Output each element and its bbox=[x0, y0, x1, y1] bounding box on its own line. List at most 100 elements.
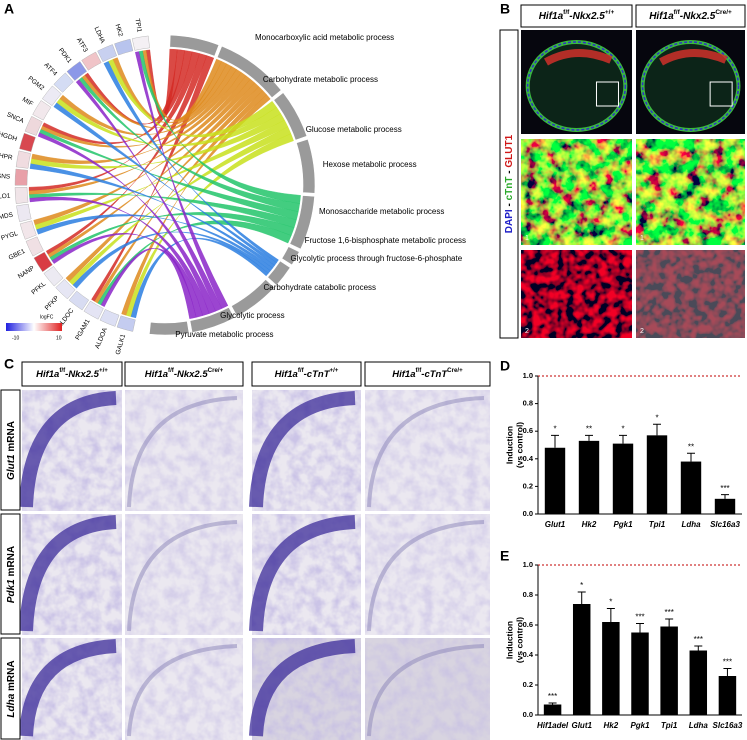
gene-label: TPI1 bbox=[133, 18, 142, 33]
gene-label: GBE1 bbox=[8, 248, 27, 262]
gene-label: ASNS bbox=[0, 173, 11, 181]
tissue-edge bbox=[19, 391, 117, 508]
ribbon bbox=[34, 119, 289, 230]
significance: *** bbox=[635, 613, 644, 622]
gene-arc bbox=[131, 35, 150, 51]
genotype-part: -Nkx2.5 bbox=[65, 369, 100, 380]
ribbon bbox=[29, 163, 275, 269]
gene-arc bbox=[68, 290, 90, 311]
genotype-header: Hif1af/f-Nkx2.5+/+ bbox=[539, 9, 615, 21]
x-tick-label: Ldha bbox=[689, 721, 709, 730]
row-label: Ldha mRNA bbox=[6, 660, 17, 717]
significance: * bbox=[621, 424, 624, 433]
panel-label: D bbox=[500, 358, 510, 374]
tissue-edge bbox=[367, 396, 485, 508]
y-tick-label: 0.4 bbox=[523, 454, 534, 463]
bar bbox=[544, 447, 566, 514]
process-arc bbox=[289, 195, 315, 250]
label-part: mRNA bbox=[6, 421, 17, 454]
inset-number: 1 bbox=[640, 235, 644, 242]
genotype-part: Hif1a bbox=[36, 369, 59, 380]
y-tick-label: 0.8 bbox=[523, 590, 533, 599]
error-bar bbox=[606, 608, 615, 622]
gene-label: PGM2 bbox=[26, 75, 45, 92]
gene-label: GRHPR bbox=[0, 151, 13, 162]
genotype-part: Hif1a bbox=[145, 369, 168, 380]
significance: *** bbox=[664, 608, 673, 617]
row-label: Pdk1 mRNA bbox=[6, 546, 17, 603]
process-label: Carbohydrate catabolic process bbox=[264, 283, 377, 292]
outflow bbox=[544, 48, 613, 66]
y-tick-label: 0.8 bbox=[523, 399, 533, 408]
panel-label: B bbox=[500, 1, 510, 17]
y-axis-label: Induction bbox=[504, 621, 514, 659]
bar bbox=[689, 650, 708, 715]
process-arc bbox=[189, 306, 235, 333]
tissue-edge bbox=[249, 515, 356, 632]
heart-section bbox=[641, 41, 740, 131]
ribbon bbox=[29, 192, 297, 228]
process-arc bbox=[296, 138, 316, 194]
y-tick-label: 0.2 bbox=[523, 481, 533, 490]
ribbon bbox=[29, 197, 210, 316]
bar bbox=[718, 676, 737, 715]
superscript: f/f bbox=[563, 9, 570, 16]
process-label: Glucose metabolic process bbox=[306, 125, 402, 134]
heart-section bbox=[526, 41, 627, 131]
error-bar bbox=[551, 434, 559, 448]
process-arc bbox=[281, 246, 300, 266]
gene-label: MIF bbox=[21, 96, 34, 108]
tissue-edge bbox=[249, 391, 356, 508]
x-tick-label: Glut1 bbox=[571, 721, 592, 730]
x-tick-label: Pgk1 bbox=[630, 721, 650, 730]
tissue-edge bbox=[127, 520, 238, 632]
gene-name: Ldha bbox=[6, 693, 17, 717]
genotype-part: -Nkx2.5 bbox=[680, 11, 716, 22]
stain-part: - bbox=[504, 200, 515, 209]
tissue-edge bbox=[127, 644, 238, 737]
x-tick-label: Hk2 bbox=[604, 721, 619, 730]
y-tick-label: 1.0 bbox=[523, 560, 533, 569]
gene-label: PFKP bbox=[44, 295, 61, 312]
tissue-edge bbox=[249, 639, 356, 737]
stain-box bbox=[499, 29, 519, 339]
logfc-title: logFC bbox=[40, 314, 54, 320]
bar bbox=[572, 604, 591, 715]
process-arc bbox=[230, 278, 275, 317]
process-label: Fructose 1,6-bisphosphate metabolic proc… bbox=[305, 236, 466, 245]
gene-arc bbox=[81, 51, 102, 71]
inset-box bbox=[595, 81, 619, 107]
superscript: Cre/+ bbox=[447, 367, 463, 374]
header-box bbox=[251, 361, 362, 387]
gene-label: HK2 bbox=[114, 23, 124, 37]
gene-label: ATF4 bbox=[42, 62, 58, 78]
gene-arc bbox=[14, 187, 29, 204]
superscript: f/f bbox=[59, 367, 66, 374]
bar bbox=[602, 622, 620, 715]
gene-name: Pdk1 bbox=[6, 579, 17, 603]
gene-label: SNCA bbox=[6, 111, 26, 125]
gene-arc bbox=[66, 61, 87, 81]
row-label-box bbox=[0, 637, 21, 740]
process-arc bbox=[148, 320, 190, 336]
process-label: Glycolytic process through fructose-6-ph… bbox=[291, 254, 463, 263]
genotype-header: Hif1af/f-cTnT+/+ bbox=[275, 367, 339, 379]
ribbon bbox=[81, 63, 232, 129]
gene-arc bbox=[114, 38, 134, 56]
process-arc bbox=[273, 92, 308, 141]
error-bar bbox=[548, 702, 557, 705]
label-part: mRNA bbox=[6, 660, 17, 693]
superscript: f/f bbox=[415, 367, 422, 374]
gene-label: ATF3 bbox=[75, 37, 89, 54]
y-axis-label: (vs control) bbox=[514, 617, 524, 663]
genotype-part: -Nkx2.5 bbox=[569, 11, 605, 22]
gene-label: LDHA bbox=[93, 26, 107, 45]
gene-arc bbox=[14, 168, 29, 186]
process-arc bbox=[216, 45, 282, 99]
ribbon bbox=[40, 69, 242, 148]
y-tick-label: 0.2 bbox=[523, 680, 533, 689]
gene-label: ALDOA bbox=[94, 326, 109, 350]
bar bbox=[714, 498, 736, 514]
inset-number: 1 bbox=[525, 235, 529, 242]
significance: *** bbox=[548, 692, 557, 701]
